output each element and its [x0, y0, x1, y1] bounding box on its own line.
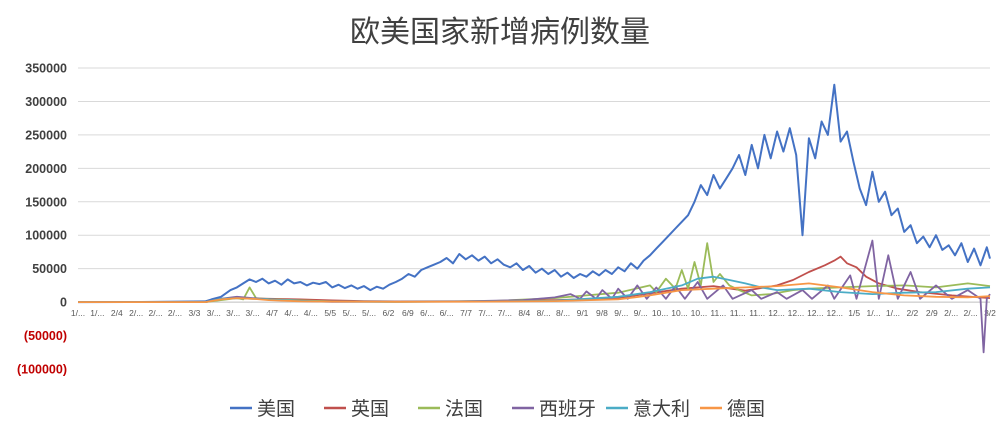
x-tick-label: 10... — [652, 308, 669, 318]
legend-label: 法国 — [445, 398, 483, 420]
legend-label: 西班牙 — [539, 398, 596, 420]
x-tick-label: 9/... — [614, 308, 628, 318]
x-tick-label: 10... — [691, 308, 708, 318]
x-tick-label: 2/... — [944, 308, 958, 318]
x-tick-label: 6/... — [440, 308, 454, 318]
x-tick-label: 3/... — [207, 308, 221, 318]
x-tick-label: 7/... — [478, 308, 492, 318]
y-tick-label: 50000 — [32, 262, 67, 276]
x-tick-label: 3/... — [226, 308, 240, 318]
y-tick-label: 100000 — [25, 229, 67, 243]
series-line-1 — [77, 83, 991, 304]
x-tick-label: 11... — [710, 308, 726, 318]
x-tick-label: 2/4 — [111, 308, 123, 318]
legend-item: 美国 — [230, 398, 295, 420]
y-tick-label: 250000 — [25, 128, 67, 142]
x-tick-label: 12... — [807, 308, 824, 318]
x-tick-label: 8/... — [537, 308, 551, 318]
legend: 美国 英国 法国 西班牙 意大利 德国 — [230, 398, 765, 420]
x-axis-ticks: 1/... 1/... 2/4 2/... 2/... 2/... 3/3 3/... 3/..… — [71, 308, 996, 318]
x-tick-label: 9/... — [634, 308, 648, 318]
y-tick-label: (50000) — [24, 329, 67, 343]
x-tick-label: 11... — [730, 308, 746, 318]
x-tick-label: 1/... — [886, 308, 900, 318]
x-tick-label: 8/4 — [518, 308, 530, 318]
x-tick-label: 6/... — [420, 308, 434, 318]
legend-label: 德国 — [727, 398, 765, 420]
y-tick-label: (100000) — [17, 363, 67, 377]
x-tick-label: 1/... — [90, 308, 104, 318]
x-tick-label: 9/1 — [577, 308, 589, 318]
legend-item: 英国 — [324, 398, 389, 420]
x-tick-label: 6/9 — [402, 308, 414, 318]
series-lines — [77, 83, 991, 354]
legend-label: 美国 — [257, 398, 295, 420]
legend-item: 意大利 — [606, 398, 690, 420]
x-tick-label: 5/... — [343, 308, 357, 318]
series-line-6 — [78, 282, 991, 304]
legend-item: 西班牙 — [512, 398, 596, 420]
y-tick-label: 150000 — [25, 195, 67, 209]
x-tick-label: 11... — [749, 308, 765, 318]
y-axis-ticks: 350000 300000 250000 200000 150000 100000 5000… — [17, 62, 67, 377]
gridlines — [78, 67, 990, 270]
x-tick-label: 2/... — [149, 308, 163, 318]
x-tick-label: 2/... — [129, 308, 143, 318]
x-tick-label: 1/... — [866, 308, 880, 318]
series-line-4 — [78, 239, 991, 354]
x-tick-label: 8/... — [556, 308, 570, 318]
x-tick-label: 4/... — [284, 308, 298, 318]
x-tick-label: 3/3 — [189, 308, 201, 318]
x-tick-label: 9/8 — [596, 308, 608, 318]
x-tick-label: 1/5 — [848, 308, 860, 318]
chart-title: 欧美国家新增病例数量 — [350, 15, 650, 50]
x-tick-label: 10... — [671, 308, 688, 318]
x-tick-label: 6/2 — [383, 308, 395, 318]
x-tick-label: 4/... — [304, 308, 318, 318]
y-tick-label: 300000 — [25, 95, 67, 109]
x-tick-label: 3/2 — [984, 308, 996, 318]
y-tick-label: 200000 — [25, 162, 67, 176]
series-line-2 — [78, 255, 991, 304]
x-tick-label: 1/... — [71, 308, 85, 318]
y-tick-label: 0 — [60, 296, 67, 310]
legend-item: 德国 — [700, 398, 765, 420]
x-tick-label: 7/... — [498, 308, 512, 318]
x-tick-label: 12... — [788, 308, 805, 318]
x-tick-label: 7/7 — [460, 308, 472, 318]
legend-label: 英国 — [351, 398, 389, 420]
x-tick-label: 12... — [826, 308, 843, 318]
x-tick-label: 2/... — [168, 308, 182, 318]
x-tick-label: 4/7 — [266, 308, 278, 318]
x-tick-label: 3/... — [246, 308, 260, 318]
legend-label: 意大利 — [633, 398, 690, 420]
x-tick-label: 5/5 — [324, 308, 336, 318]
x-tick-label: 12... — [768, 308, 785, 318]
x-tick-label: 2/2 — [906, 308, 918, 318]
legend-item: 法国 — [418, 398, 483, 420]
x-tick-label: 5/... — [362, 308, 376, 318]
x-tick-label: 2/9 — [926, 308, 938, 318]
y-tick-label: 350000 — [25, 62, 67, 76]
x-tick-label: 2/... — [964, 308, 978, 318]
